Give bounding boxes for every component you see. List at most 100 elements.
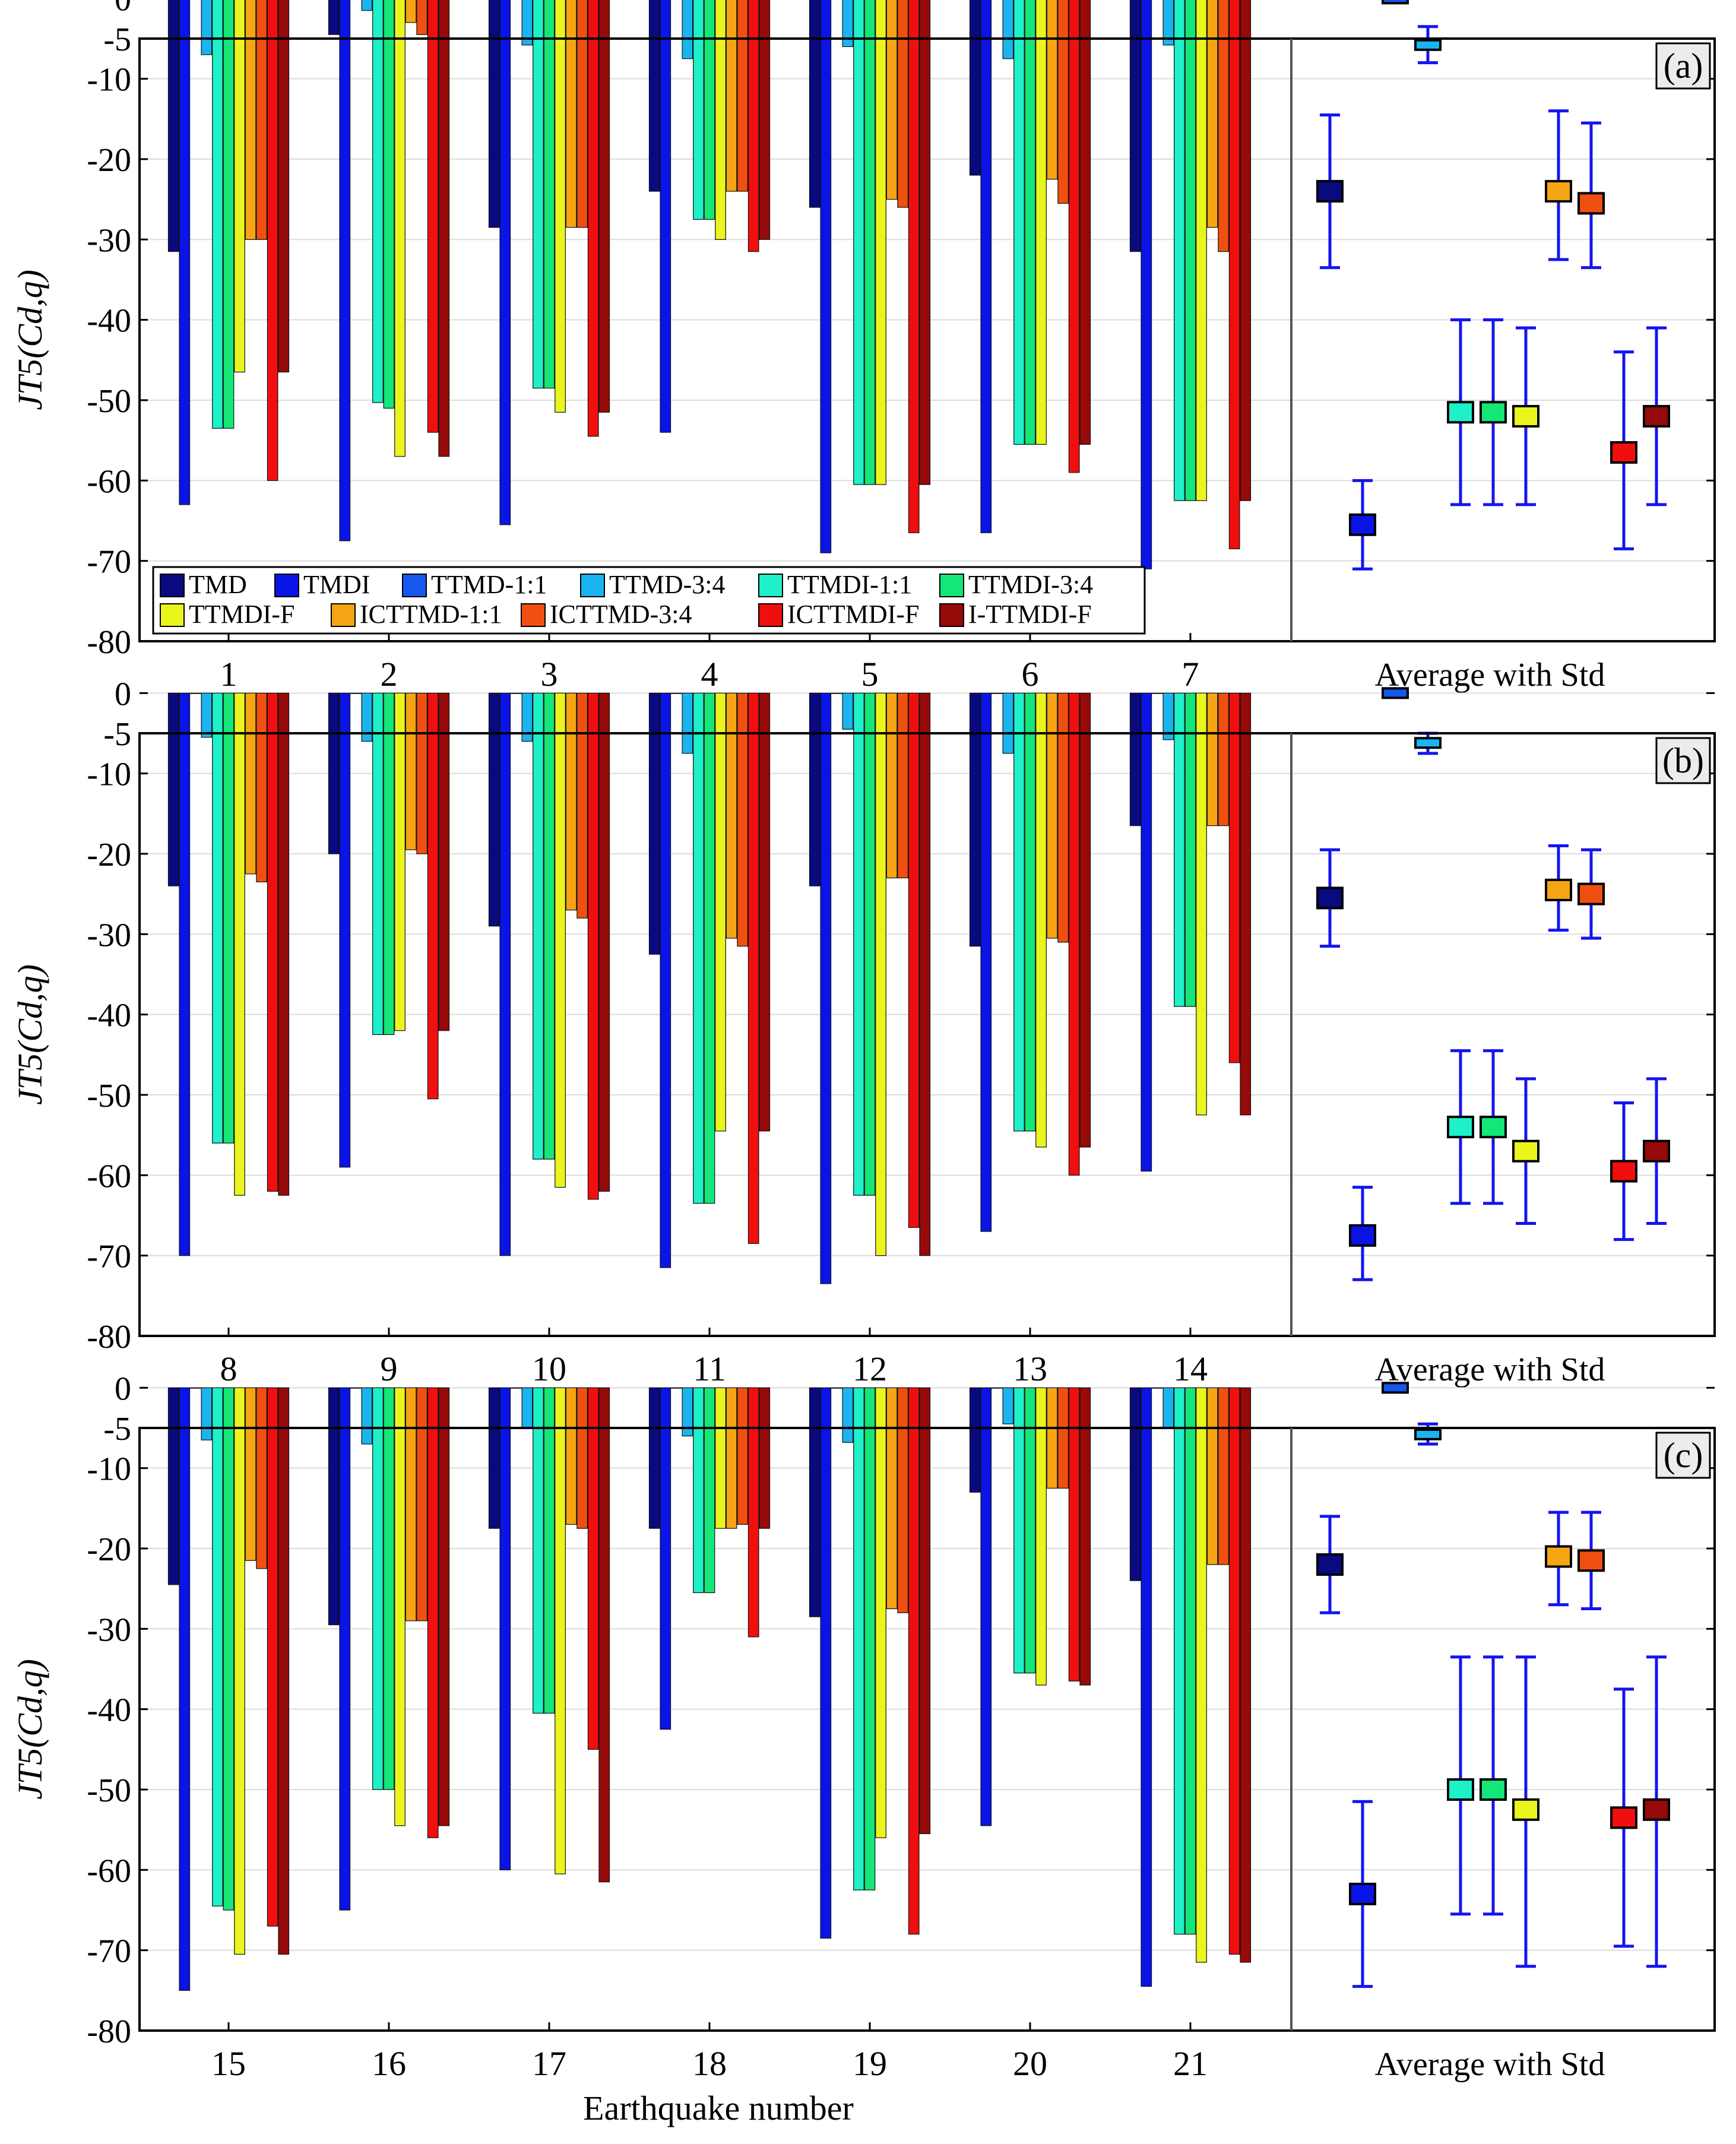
y-tick-label: -10 [87, 756, 131, 793]
mean-marker-ttmd-1-1 [1382, 687, 1409, 699]
mean-marker-ttmd-1-1 [1382, 0, 1409, 5]
x-tick-label: 13 [1013, 1350, 1047, 1388]
bar-icttmd-1-1 [1046, 692, 1058, 939]
legend-label-icttmdi-f: ICTTMDI-F [787, 600, 919, 629]
y-tick-label: 0 [115, 1370, 131, 1407]
bar-ttmd-3-4 [682, 1387, 693, 1437]
bar-ttmdi-1-1 [212, 692, 223, 1144]
x-tick-label: 14 [1173, 1350, 1208, 1388]
bar-ttmdi-1-1 [1174, 0, 1185, 501]
bar-icttmd-1-1 [1206, 1387, 1218, 1565]
bar-ttmdi-1-1 [212, 1387, 223, 1907]
bar-icttmdi-f [908, 1387, 920, 1935]
bar-tmdi [499, 0, 511, 525]
bar-ttmdi-1-1 [1013, 1387, 1025, 1674]
bar-ttmd-3-4 [1002, 0, 1014, 59]
bar-icttmdi-f [908, 0, 920, 533]
mean-marker-ttmdi-f [1512, 405, 1539, 428]
bar-i-ttmdi-f [438, 692, 450, 1031]
y-tick-label: -20 [87, 1531, 131, 1568]
bar-group [167, 692, 1252, 1284]
bar-ttmdi-1-1 [533, 692, 544, 1160]
bar-ttmdi-1-1 [372, 1387, 384, 1790]
y-tick-label: -60 [87, 1852, 131, 1889]
bar-ttmd-3-4 [1162, 692, 1174, 740]
plot-frame [138, 732, 1716, 1337]
panel-label: (a) [1664, 46, 1703, 85]
y-tick-label: -10 [87, 1451, 131, 1488]
y-axis-title: JT5(Cd,q) [11, 964, 49, 1105]
bar-icttmdi-f [747, 0, 759, 252]
legend-swatch-icttmd-1-1 [331, 603, 356, 627]
y-tick-label: -30 [87, 1611, 131, 1648]
bar-ttmdi-1-1 [1174, 692, 1185, 1007]
legend-swatch-ttmdi-3-4 [939, 574, 964, 597]
bar-ttmdi-1-1 [372, 0, 384, 403]
bar-ttmdi-3-4 [383, 0, 395, 409]
mean-marker-icttmd-1-1 [1545, 878, 1572, 901]
bar-tmdi [179, 1387, 191, 1991]
bar-tmdi [660, 692, 671, 1268]
bar-icttmd-3-4 [416, 692, 428, 854]
panel-b: -50-10-20-30-40-50-60-70-80 8 9 10 11 12 13 14… [11, 676, 1716, 1388]
bar-icttmd-3-4 [576, 1387, 588, 1529]
bar-ttmdi-f [394, 1387, 406, 1826]
bar-tmd [488, 0, 500, 228]
bar-tmd [809, 0, 821, 208]
bar-tmd [809, 1387, 821, 1617]
mean-marker-ttmd-1-1 [1382, 1382, 1409, 1394]
bar-icttmd-1-1 [405, 1387, 417, 1622]
y-tick-label: -5 [103, 716, 131, 753]
bar-icttmd-1-1 [1046, 1387, 1058, 1489]
bar-ttmdi-f [715, 0, 726, 240]
bar-icttmd-1-1 [405, 692, 417, 850]
bar-ttmdi-3-4 [1024, 1387, 1036, 1674]
bar-icttmd-3-4 [256, 0, 267, 240]
bar-tmdi [820, 692, 832, 1284]
mean-marker-ttmdi-3-4 [1480, 1778, 1507, 1801]
bar-icttmd-1-1 [565, 692, 577, 911]
bar-ttmd-3-4 [842, 692, 854, 730]
bar-tmdi [820, 1387, 832, 1939]
bar-i-ttmdi-f [759, 0, 771, 240]
y-tick-label: -30 [87, 917, 131, 954]
legend-box [152, 566, 1146, 635]
bar-icttmd-1-1 [726, 692, 737, 939]
bar-ttmdi-3-4 [1184, 692, 1196, 1007]
bar-icttmdi-f [587, 692, 599, 1200]
bar-group [167, 0, 1252, 569]
bar-i-ttmdi-f [1079, 692, 1091, 1148]
bar-ttmd-3-4 [842, 0, 854, 47]
bar-icttmd-1-1 [886, 0, 898, 200]
bar-ttmdi-3-4 [223, 0, 235, 429]
bar-icttmdi-f [267, 692, 278, 1192]
bar-ttmdi-f [1196, 692, 1207, 1116]
mean-marker-tmdi [1349, 513, 1376, 536]
y-tick-label: -10 [87, 62, 131, 99]
plot-frame [138, 1427, 1716, 2032]
bar-tmd [648, 0, 660, 192]
y-tick-label: -80 [87, 624, 131, 661]
bar-i-ttmdi-f [598, 692, 610, 1192]
x-ticks: 15 16 17 18 19 20 21 [211, 2022, 1208, 2083]
bar-ttmdi-3-4 [383, 692, 395, 1035]
bar-ttmd-3-4 [361, 692, 373, 742]
y-tick-label: -40 [87, 1692, 131, 1729]
bar-icttmd-3-4 [416, 0, 428, 35]
bar-tmd [167, 0, 179, 252]
bar-tmdi [980, 0, 992, 533]
y-tick-label: -40 [87, 303, 131, 340]
legend-swatch-ttmd-3-4 [580, 574, 605, 597]
bar-icttmdi-f [1228, 692, 1240, 1063]
bar-icttmd-3-4 [416, 1387, 428, 1622]
bar-ttmdi-f [1035, 0, 1047, 445]
bar-tmd [969, 1387, 981, 1493]
legend-swatch-icttmdi-f [758, 603, 783, 627]
legend-label-i-ttmdi-f: I-TTMDI-F [968, 600, 1092, 629]
bar-tmdi [339, 1387, 351, 1911]
bar-i-ttmdi-f [1079, 0, 1091, 445]
bar-i-ttmdi-f [1079, 1387, 1091, 1686]
bar-icttmdi-f [1068, 692, 1080, 1176]
bar-ttmdi-f [875, 692, 886, 1256]
